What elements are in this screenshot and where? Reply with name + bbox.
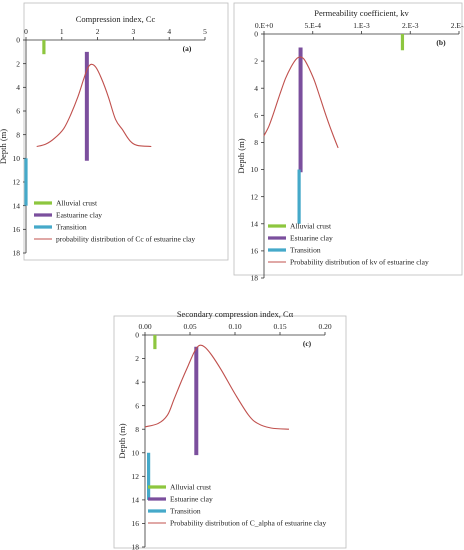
legend-label-1: Alluvial crust [56,199,98,208]
y-axis-title: Depth (m) [0,129,8,164]
x-tick-label: 2.E-3 [451,21,464,30]
y-tick-label: 4 [16,83,20,92]
x-axis-title: Compression index, Cc [76,14,156,24]
y-tick-label: 0 [16,36,20,45]
y-axis-title: Depth (m) [117,423,127,458]
y-tick-label: 8 [135,425,139,434]
y-tick-label: 2 [135,354,139,363]
y-tick-label: 4 [135,378,139,387]
y-tick-label: 8 [16,130,20,139]
y-tick-label: 12 [251,192,259,201]
chart-frame [233,2,463,276]
y-tick-label: 16 [251,246,259,255]
y-tick-label: 6 [254,111,258,120]
legend-label-3: Transition [56,223,87,232]
panel-label: (a) [183,44,192,53]
y-tick-label: 18 [251,274,259,283]
y-tick-label: 2 [254,57,258,66]
chart-panel-2: 0.E+0 5.E-4 1.E-3 2.E-3 2.E-3 0 2 4 6 8 10 12 14 16 18… [233,2,464,283]
chart-frame [113,315,347,549]
y-tick-label: 18 [132,543,140,550]
y-tick-label: 16 [13,225,21,234]
x-tick-label: 0.15 [273,322,286,331]
y-axis-title: Depth (m) [236,138,246,173]
legend-label-3: Transition [170,507,201,516]
y-tick-label: 14 [13,201,21,210]
x-tick-label: 5.E-4 [305,21,322,30]
x-tick-label: 0.E+0 [255,21,273,30]
legend-label-3: Transition [290,246,321,255]
x-tick-label: 0.10 [228,322,241,331]
legend-label-4: Probability distribution of kv of estuar… [290,258,429,267]
x-tick-label: 0.00 [138,322,151,331]
x-tick-label: 2 [96,27,100,36]
x-tick-label: 4 [167,27,171,36]
x-axis-title: Secondary compression index, Cα [177,309,294,319]
x-tick-label: 2.E-3 [402,21,419,30]
series-curve [144,344,290,430]
panel-label: (b) [436,38,446,47]
x-tick-label: 0.20 [318,322,331,331]
y-tick-label: 16 [132,519,140,528]
y-tick-label: 0 [254,30,258,39]
y-tick-label: 10 [132,448,140,457]
y-tick-label: 12 [13,178,21,187]
legend-label-1: Alluvial crust [170,483,212,492]
x-tick-label: 0.05 [183,322,196,331]
panel-label: (c) [303,339,312,348]
x-tick-label: 1 [60,27,64,36]
y-tick-label: 14 [132,495,140,504]
chart-frame [23,2,229,261]
y-tick-label: 18 [13,249,21,258]
y-tick-label: 0 [135,331,139,340]
legend-label-2: Estuarine clay [290,234,333,243]
chart-panel-3: 0.00 0.05 0.10 0.15 0.20 0 2 4 6 8 10 12 14 16 18 Secon… [113,309,347,550]
y-tick-label: 10 [13,154,21,163]
x-tick-label: 5 [203,27,207,36]
y-tick-label: 8 [254,138,258,147]
y-tick-label: 12 [132,472,140,481]
y-tick-label: 6 [16,107,20,116]
y-tick-label: 2 [16,59,20,68]
y-tick-label: 14 [251,219,259,228]
x-tick-label: 1.E-3 [353,21,370,30]
y-tick-label: 6 [135,401,139,410]
series-curve [36,63,152,148]
x-tick-label: 3 [132,27,136,36]
x-tick-label: 0 [24,27,28,36]
y-tick-label: 4 [254,84,258,93]
legend-label-1: Alluvial crust [290,222,332,231]
y-tick-label: 10 [251,165,259,174]
x-axis-title: Permeability coefficient, kv [314,8,409,18]
legend-label-2: Estuarine clay [170,495,213,504]
legend-label-4: probability distribution of Cc of estuar… [56,235,195,244]
legend-label-4: Probability distribution of C_alpha of e… [170,519,326,528]
series-curve [263,56,339,149]
legend-label-2: Eastuarine clay [56,211,102,220]
